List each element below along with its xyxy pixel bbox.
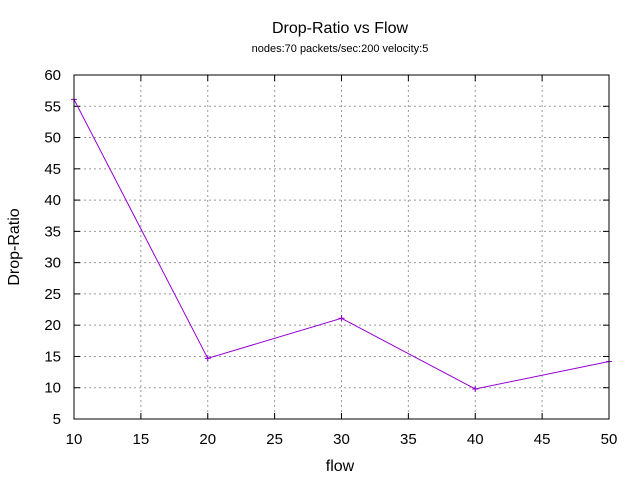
y-tick-label: 10: [44, 380, 61, 397]
y-tick-label: 50: [44, 130, 61, 147]
x-tick-label: 15: [133, 431, 150, 448]
x-tick-labels: 10 15 20 25 30 35 40 45 50: [66, 431, 618, 448]
x-tick-label: 10: [66, 431, 83, 448]
x-tick-label: 30: [333, 431, 350, 448]
x-tick-label: 50: [601, 431, 618, 448]
y-tick-label: 35: [44, 223, 61, 240]
y-tick-label: 45: [44, 161, 61, 178]
data-point-marker: [472, 385, 479, 392]
grid: [74, 75, 609, 419]
x-tick-label: 40: [467, 431, 484, 448]
y-axis-label: Drop-Ratio: [6, 208, 23, 285]
x-tick-label: 25: [266, 431, 283, 448]
y-tick-label: 20: [44, 317, 61, 334]
y-tick-label: 55: [44, 98, 61, 115]
chart-title: Drop-Ratio vs Flow: [272, 20, 408, 37]
chart-subtitle: nodes:70 packets/sec:200 velocity:5: [252, 43, 429, 55]
y-tick-labels: 5 10 15 20 25 30 35 40 45 50 55 60: [44, 67, 61, 428]
y-tick-label: 60: [44, 67, 61, 84]
data-point-marker: [204, 355, 211, 362]
data-point-marker: [338, 315, 345, 322]
x-tick-label: 20: [199, 431, 216, 448]
y-tick-label: 15: [44, 348, 61, 365]
plot-frame: [73, 74, 610, 420]
y-tick-label: 40: [44, 192, 61, 209]
y-tick-label: 5: [53, 411, 61, 428]
x-axis-label: flow: [326, 458, 355, 475]
x-tick-label: 45: [534, 431, 551, 448]
x-tick-label: 35: [400, 431, 417, 448]
y-tick-label: 30: [44, 255, 61, 272]
y-tick-label: 25: [44, 286, 61, 303]
